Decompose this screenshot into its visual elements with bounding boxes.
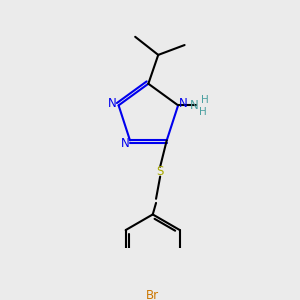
Text: N: N	[179, 97, 188, 110]
Text: S: S	[157, 165, 164, 178]
Text: N: N	[121, 137, 129, 150]
Text: N: N	[190, 99, 199, 112]
Text: H: H	[201, 94, 208, 105]
Text: H: H	[199, 107, 207, 117]
Text: N: N	[108, 97, 116, 110]
Text: Br: Br	[146, 289, 159, 300]
